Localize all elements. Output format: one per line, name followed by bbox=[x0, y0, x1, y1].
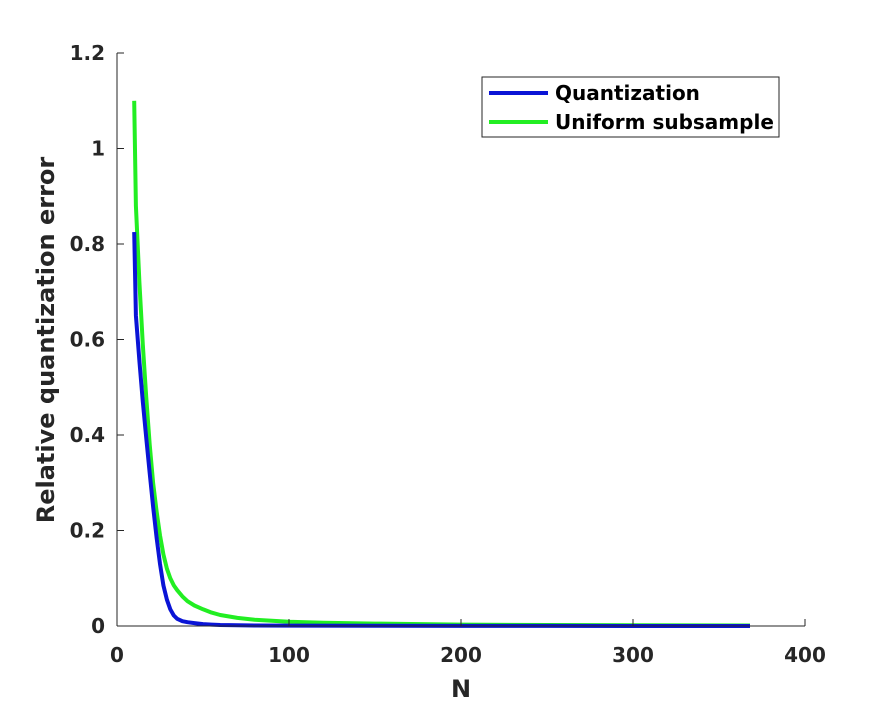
x-tick-label: 200 bbox=[440, 643, 482, 667]
y-tick-label: 0.2 bbox=[70, 519, 105, 543]
y-tick-label: 0 bbox=[91, 614, 105, 638]
y-tick-label: 0.8 bbox=[70, 232, 105, 256]
legend-label-1: Uniform subsample bbox=[555, 110, 774, 134]
x-axis-label: N bbox=[451, 675, 471, 703]
axes: 0 100 200 300 400 0 0.2 0.4 0.6 0.8 1 1.2 bbox=[70, 41, 826, 667]
x-tick-label: 100 bbox=[268, 643, 310, 667]
x-tick-label: 400 bbox=[784, 643, 826, 667]
legend-box bbox=[481, 76, 780, 138]
y-tick-label: 1.2 bbox=[70, 41, 105, 65]
legend: Quantization Uniform subsample bbox=[481, 76, 780, 138]
legend-label-0: Quantization bbox=[555, 81, 700, 105]
y-axis-label: Relative quantization error bbox=[32, 157, 60, 524]
x-tick-label: 0 bbox=[110, 643, 124, 667]
x-tick-label: 300 bbox=[612, 643, 654, 667]
series-line-1 bbox=[132, 100, 751, 628]
y-tick-label: 0.4 bbox=[70, 423, 105, 447]
y-tick-label: 0.6 bbox=[70, 328, 105, 352]
y-tick-label: 1 bbox=[91, 137, 105, 161]
